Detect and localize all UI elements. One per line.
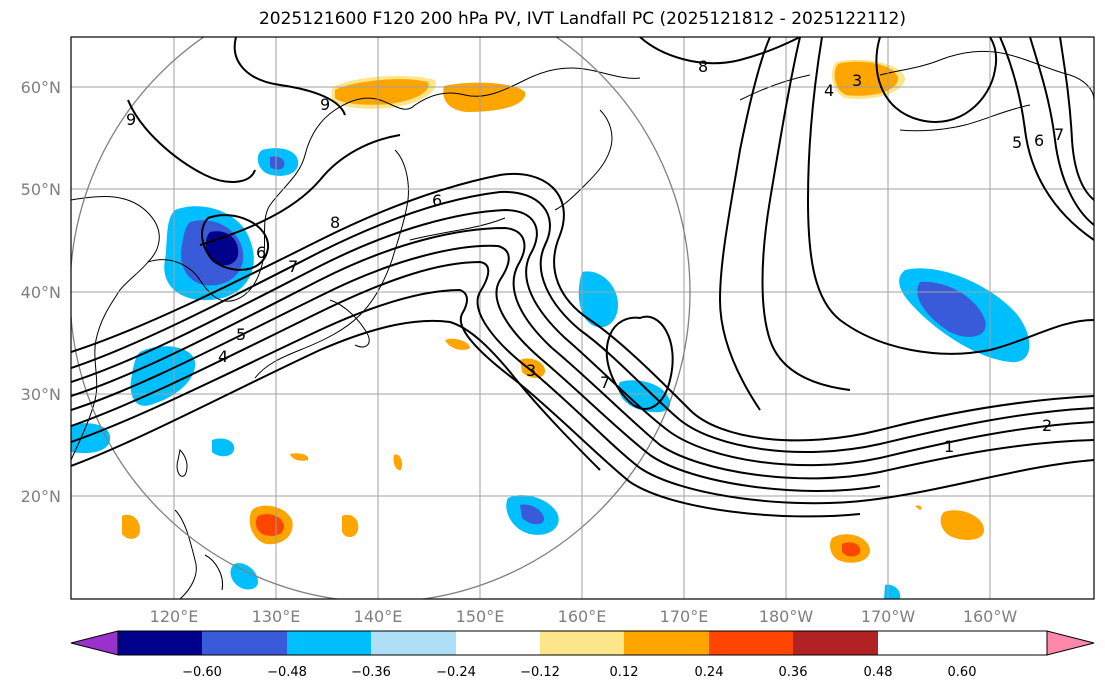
- colorbar-bin: [793, 631, 878, 655]
- colorbar-tick: 0.36: [779, 665, 808, 680]
- colorbar-under-arrow: [70, 630, 119, 656]
- lon-label: 140°E: [354, 607, 403, 626]
- colorbar-tick: −0.48: [267, 665, 307, 680]
- colorbar-tick: 0.48: [864, 665, 893, 680]
- contour-label: 5: [236, 325, 246, 344]
- colorbar-over-arrow: [1046, 630, 1095, 656]
- lon-label: 150°E: [456, 607, 505, 626]
- lon-label: 170°E: [660, 607, 709, 626]
- lat-label: 50°N: [21, 180, 61, 199]
- lat-label: 60°N: [21, 78, 61, 97]
- lon-label: 170°W: [861, 607, 916, 626]
- lat-label: 20°N: [21, 487, 61, 506]
- contour-label: 6: [1034, 131, 1044, 150]
- colorbar-tick: −0.24: [436, 665, 476, 680]
- contour-label: 6: [432, 191, 442, 210]
- contour-label: 1: [944, 437, 954, 456]
- lon-label: 160°E: [558, 607, 607, 626]
- colorbar-tick: −0.36: [351, 665, 391, 680]
- colorbar-bin: [202, 631, 287, 655]
- contour-label: 4: [218, 347, 228, 366]
- longitude-labels: 120°E 130°E 140°E 150°E 160°E 170°E 180°…: [150, 607, 1018, 626]
- contour-label: 4: [824, 81, 834, 100]
- contour-label: 7: [600, 373, 610, 392]
- colorbar-bin: [624, 631, 709, 655]
- latitude-labels: 60°N 50°N 40°N 30°N 20°N: [21, 78, 61, 506]
- colorbar-frame: [117, 630, 1048, 656]
- contour-label: 6: [256, 243, 266, 262]
- lon-label: 180°W: [759, 607, 814, 626]
- colorbar-tick: 0.12: [610, 665, 639, 680]
- lon-label: 130°E: [252, 607, 301, 626]
- colorbar: −0.60 −0.48 −0.36 −0.24 −0.12 0.12 0.24 …: [70, 630, 1095, 680]
- lat-label: 40°N: [21, 283, 61, 302]
- contour-label: 7: [288, 257, 298, 276]
- colorbar-bin: [456, 631, 540, 655]
- contour-label: 9: [126, 110, 136, 129]
- contour-label-group: 9 9 8 8 7 6 6 5 4 3 7 7 6 5 3 2 1 4: [126, 57, 1064, 456]
- lon-label: 160°W: [963, 607, 1018, 626]
- colorbar-bin: [709, 631, 793, 655]
- contour-label: 3: [852, 71, 862, 90]
- pv-contours: [71, 37, 1094, 518]
- contour-label: 3: [526, 361, 536, 380]
- neg-blob-s-china: [130, 346, 196, 406]
- pos-blob-kamchatka-w: [335, 79, 429, 105]
- contour-label: 9: [320, 95, 330, 114]
- colorbar-bin: [371, 631, 456, 655]
- colorbar-tick: −0.12: [520, 665, 560, 680]
- contour-label: 5: [1012, 133, 1022, 152]
- colorbar-bin: [287, 631, 371, 655]
- colorbar-tick: 0.60: [948, 665, 977, 680]
- contour-label: 8: [330, 213, 340, 232]
- range-circle: [71, 37, 691, 599]
- contour-label: 2: [1042, 416, 1052, 435]
- colorbar-tick: −0.60: [182, 665, 222, 680]
- colorbar-bin: [118, 631, 202, 655]
- lat-label: 30°N: [21, 385, 61, 404]
- contour-label: 7: [1054, 125, 1064, 144]
- colorbar-tick: 0.24: [695, 665, 724, 680]
- lon-label: 120°E: [150, 607, 199, 626]
- plot-frame: [70, 36, 1095, 600]
- contour-label: 8: [698, 57, 708, 76]
- map-title: 2025121600 F120 200 hPa PV, IVT Landfall…: [258, 9, 906, 29]
- neg-blob-160e: [578, 271, 618, 328]
- colorbar-bin: [540, 631, 624, 655]
